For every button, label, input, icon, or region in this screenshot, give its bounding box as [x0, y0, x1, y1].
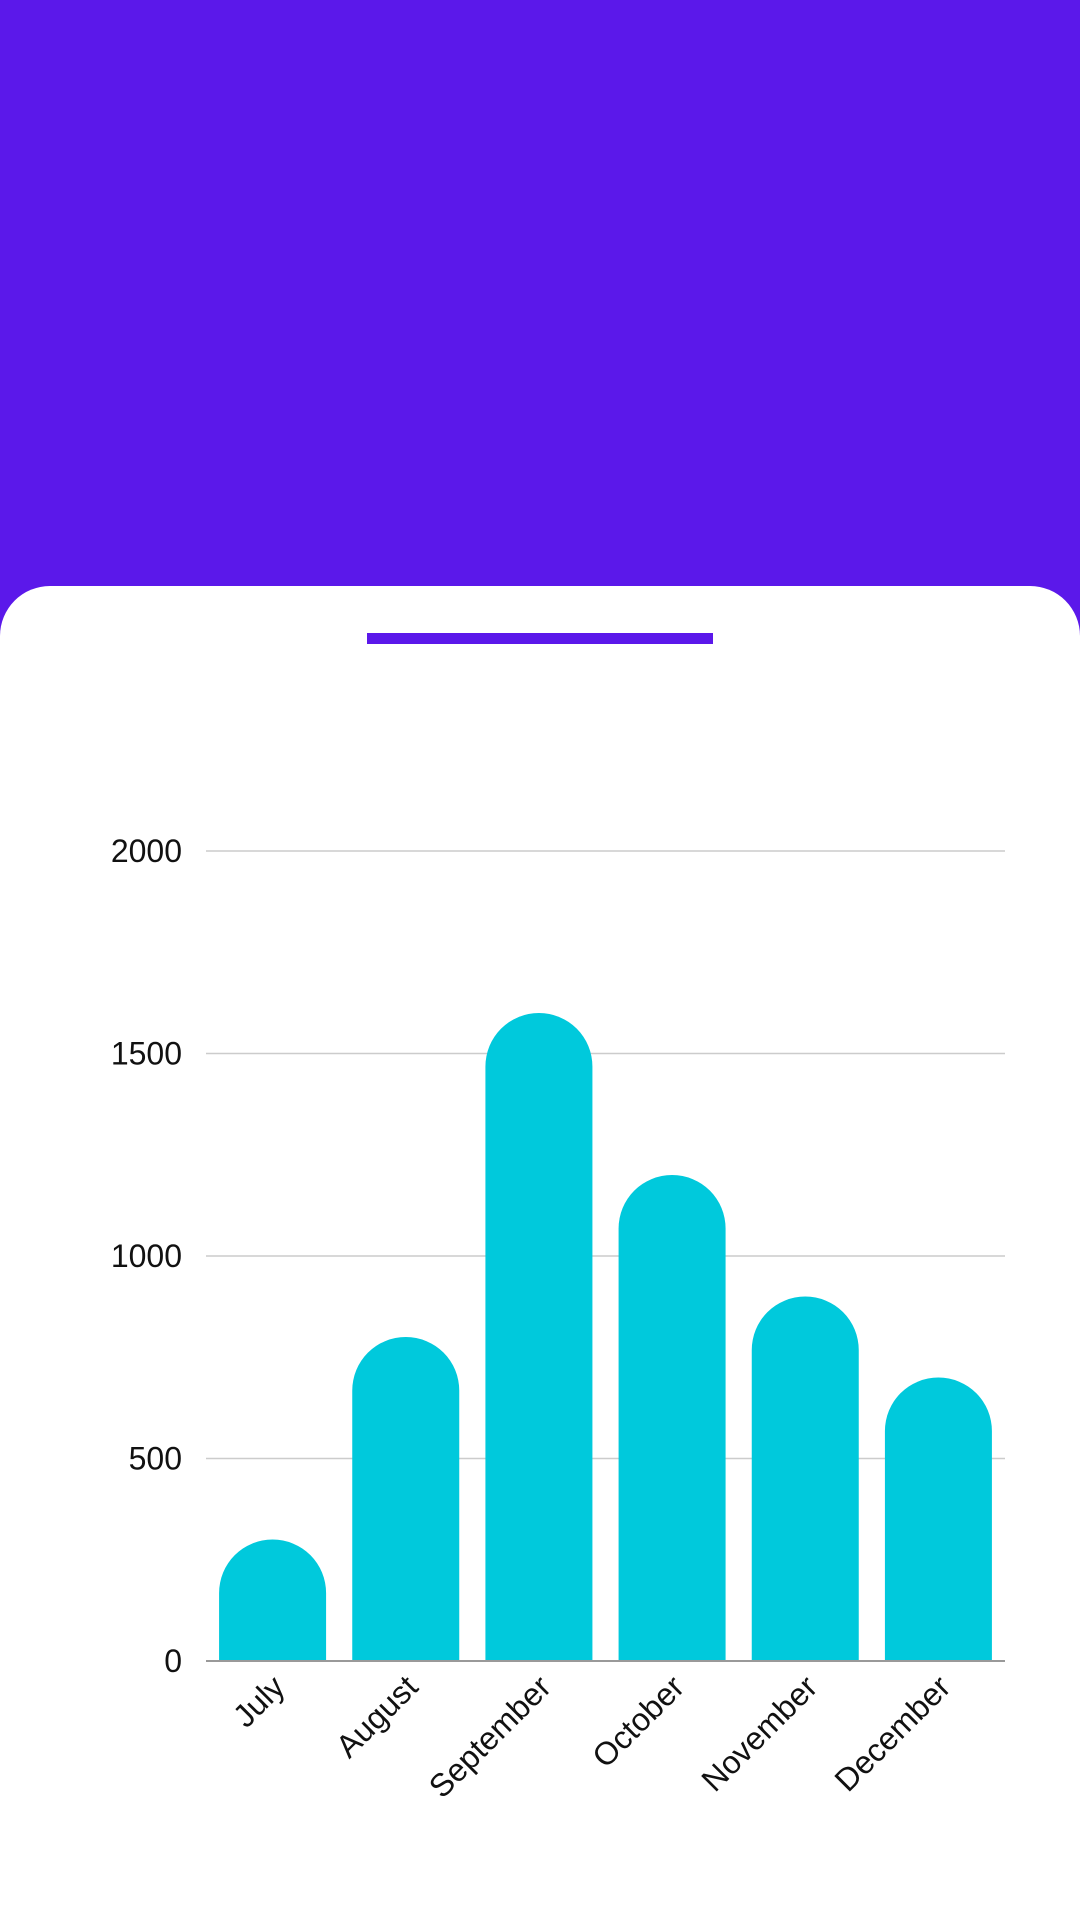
y-axis-ticks: 0 500 1000 1500 2000 — [111, 833, 182, 1679]
bar-august[interactable] — [352, 1337, 460, 1661]
header-band — [0, 0, 1080, 640]
y-tick-label: 2000 — [111, 833, 182, 869]
grid-lines — [206, 850, 1005, 1460]
bars — [219, 1013, 992, 1661]
x-tick-label: December — [828, 1668, 958, 1798]
bar-july[interactable] — [219, 1539, 327, 1662]
x-tick-label: September — [422, 1668, 558, 1804]
x-tick-label: July — [226, 1668, 292, 1734]
y-tick-label: 0 — [164, 1643, 182, 1679]
x-tick-label: October — [585, 1668, 691, 1774]
bar-september[interactable] — [485, 1013, 593, 1661]
y-tick-label: 1000 — [111, 1238, 182, 1274]
y-tick-label: 1500 — [111, 1036, 182, 1072]
x-tick-label: August — [329, 1668, 425, 1764]
bar-october[interactable] — [618, 1175, 726, 1661]
drag-handle[interactable] — [367, 633, 713, 644]
y-tick-label: 500 — [129, 1441, 182, 1477]
bar-december[interactable] — [884, 1377, 992, 1662]
x-tick-label: November — [694, 1668, 824, 1798]
bar-november[interactable] — [751, 1296, 859, 1662]
